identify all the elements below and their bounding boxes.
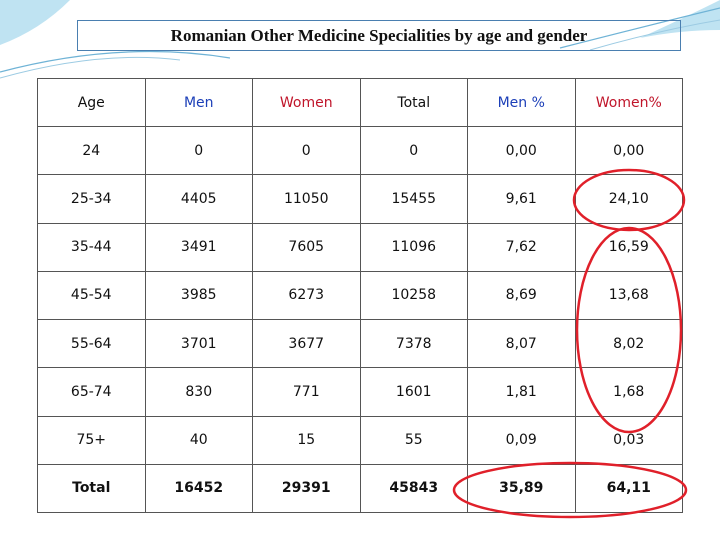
header-cell: Age — [37, 77, 146, 128]
table-cell: 11096 — [359, 222, 468, 272]
swoosh — [0, 0, 70, 45]
table-cell: 40 — [144, 415, 253, 465]
table-cell: 55-64 — [37, 319, 146, 369]
table-cell: 8,02 — [574, 319, 683, 369]
table-row: 25-34 4405 11050 15455 9,61 24,10 — [37, 174, 683, 224]
table-cell: 8,07 — [467, 319, 576, 369]
table-cell: 24 — [37, 126, 146, 176]
table-cell: 35,89 — [467, 463, 576, 514]
table-cell: 0 — [252, 126, 361, 176]
header-cell: Men % — [467, 77, 576, 128]
table-row: 65-74 830 771 1601 1,81 1,68 — [37, 367, 683, 417]
table-row: 45-54 3985 6273 10258 8,69 13,68 — [37, 270, 683, 321]
table-cell: 45-54 — [37, 270, 146, 321]
table-row: Total 16452 29391 45843 35,89 64,11 — [37, 463, 683, 514]
table-cell: 9,61 — [467, 174, 576, 224]
table-row: 24 0 0 0 0,00 0,00 — [37, 126, 683, 176]
header-cell: Women — [252, 77, 361, 128]
table-cell: 3701 — [144, 319, 253, 369]
table-row: 35-44 3491 7605 11096 7,62 16,59 — [37, 222, 683, 272]
table-row: 55-64 3701 3677 7378 8,07 8,02 — [37, 319, 683, 369]
header-cell: Total — [359, 77, 468, 128]
table-cell: 1,81 — [467, 367, 576, 417]
swoosh — [640, 0, 720, 38]
table-cell: 0 — [359, 126, 468, 176]
header-cell: Men — [144, 77, 253, 128]
table-cell: 35-44 — [37, 222, 146, 272]
table-row: 75+ 40 15 55 0,09 0,03 — [37, 415, 683, 465]
table-cell: 3985 — [144, 270, 253, 321]
title: Romanian Other Medicine Specialities by … — [77, 20, 681, 51]
table-cell: 0,09 — [467, 415, 576, 465]
table-cell: 25-34 — [37, 174, 146, 224]
table-cell: 16452 — [144, 463, 253, 514]
table-cell: 7605 — [252, 222, 361, 272]
swoosh-line — [0, 56, 181, 79]
table-cell: 0,00 — [574, 126, 683, 176]
header-row: Age Men Women Total Men % Women% — [37, 77, 683, 128]
table-cell: 4405 — [144, 174, 253, 224]
swoosh-line — [0, 50, 231, 73]
table-cell: 64,11 — [574, 463, 683, 514]
header-cell: Women% — [574, 77, 683, 128]
table-cell: 6273 — [252, 270, 361, 321]
table-cell: 29391 — [252, 463, 361, 514]
table-cell: 0 — [144, 126, 253, 176]
swoosh-line — [589, 19, 720, 51]
table-cell: 55 — [359, 415, 468, 465]
table-cell: 830 — [144, 367, 253, 417]
table-cell: 15 — [252, 415, 361, 465]
table-cell: 24,10 — [574, 174, 683, 224]
table-cell: 1,68 — [574, 367, 683, 417]
table-cell: 771 — [252, 367, 361, 417]
table-cell: 0,03 — [574, 415, 683, 465]
table-cell: 7378 — [359, 319, 468, 369]
table-cell: 3677 — [252, 319, 361, 369]
table-cell: 16,59 — [574, 222, 683, 272]
table-cell: 65-74 — [37, 367, 146, 417]
table-cell: 3491 — [144, 222, 253, 272]
table-cell: 11050 — [252, 174, 361, 224]
table-cell: 10258 — [359, 270, 468, 321]
data-table: Age Men Women Total Men % Women% 24 0 0 0 0,00 0,00… — [37, 77, 683, 514]
table-cell: 75+ — [37, 415, 146, 465]
table-cell: Total — [37, 463, 146, 514]
table-cell: 0,00 — [467, 126, 576, 176]
table-cell: 1601 — [359, 367, 468, 417]
swoosh-line — [559, 7, 720, 49]
table-cell: 8,69 — [467, 270, 576, 321]
table-cell: 7,62 — [467, 222, 576, 272]
table-cell: 15455 — [359, 174, 468, 224]
decoration — [0, 0, 720, 79]
table-cell: 13,68 — [574, 270, 683, 321]
table-cell: 45843 — [359, 463, 468, 514]
